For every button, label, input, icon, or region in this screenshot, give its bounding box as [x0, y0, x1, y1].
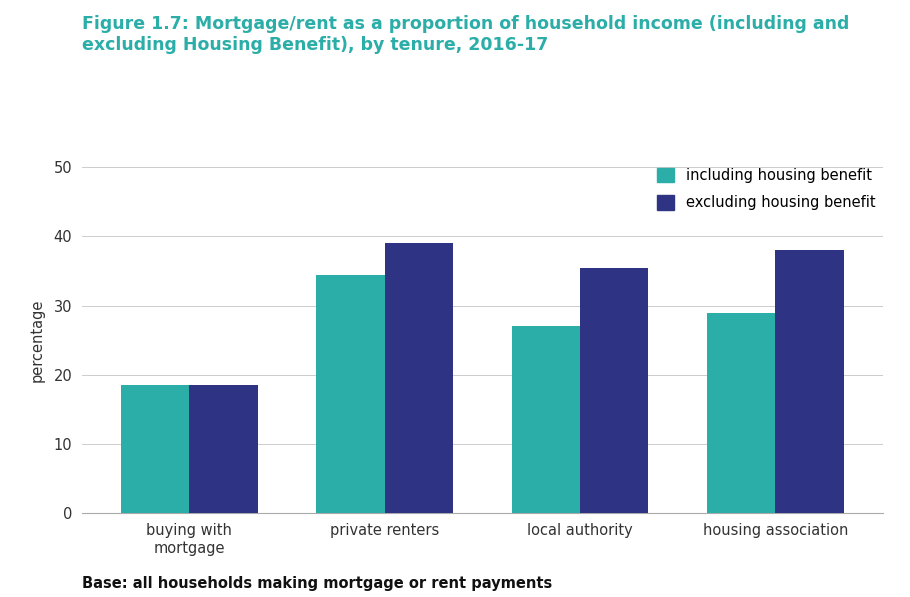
Bar: [317, 275, 385, 513]
Bar: [385, 244, 453, 513]
Bar: [121, 385, 189, 513]
Y-axis label: percentage: percentage: [30, 298, 46, 382]
Text: Base: all households making mortgage or rent payments: Base: all households making mortgage or …: [82, 576, 552, 591]
Bar: [707, 313, 775, 513]
Legend: including housing benefit, excluding housing benefit: including housing benefit, excluding hou…: [657, 168, 875, 210]
Bar: [189, 385, 258, 513]
Bar: [580, 267, 648, 513]
Bar: [775, 250, 844, 513]
Bar: [511, 327, 580, 513]
Text: Figure 1.7: Mortgage/rent as a proportion of household income (including and
exc: Figure 1.7: Mortgage/rent as a proportio…: [82, 15, 849, 54]
